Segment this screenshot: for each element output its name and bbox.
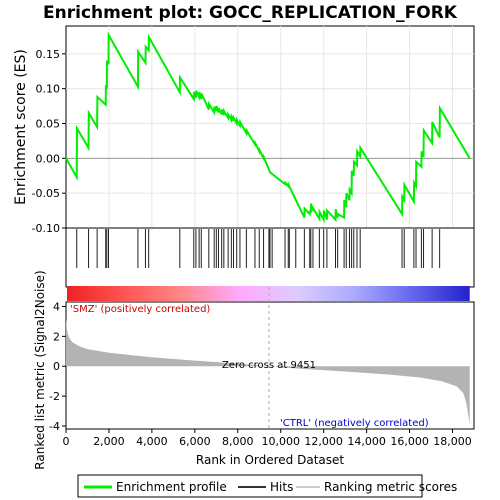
es-plot-frame — [65, 25, 475, 229]
es-y-ticks: -0.10 -0.05 0.00 0.05 0.10 0.15 — [32, 48, 66, 235]
es-y-tick-label: 0.05 — [36, 118, 61, 131]
rank-x-ticks: 0 2,000 4,000 6,000 8,000 10,000 12,000 14,000 1… — [63, 429, 472, 448]
negative-correlation-label: 'CTRL' (negatively correlated) — [280, 418, 429, 429]
legend-hits-label: Hits — [270, 480, 293, 494]
ranking-metric-area — [66, 318, 470, 425]
metric-y-tick-label: -4 — [49, 420, 60, 433]
es-y-tick-label: -0.10 — [32, 222, 60, 235]
metric-y-tick-label: 0 — [53, 360, 60, 373]
rank-x-tick-label: 14,000 — [347, 435, 386, 448]
chart-title: Enrichment plot: GOCC_REPLICATION_FORK — [43, 3, 458, 23]
positive-correlation-label: 'SMZ' (positively correlated) — [70, 304, 210, 315]
es-y-tick-label: -0.05 — [32, 187, 60, 200]
es-y-tick-label: 0.10 — [36, 83, 61, 96]
metric-y-tick-label: 4 — [53, 300, 60, 313]
es-y-tick-label: 0.00 — [36, 152, 61, 165]
es-y-tick-label: 0.15 — [36, 48, 61, 61]
rank-x-tick-label: 10,000 — [261, 435, 300, 448]
rank-x-tick-label: 4,000 — [136, 435, 168, 448]
metric-y-tick-label: 2 — [53, 330, 60, 343]
metric-y-tick-label: -2 — [49, 390, 60, 403]
rank-x-tick-label: 18,000 — [433, 435, 472, 448]
rank-heatmap-bar — [67, 286, 470, 301]
rank-x-tick-label: 16,000 — [390, 435, 429, 448]
legend-enrichment-label: Enrichment profile — [116, 480, 227, 494]
rank-x-tick-label: 12,000 — [304, 435, 343, 448]
zero-cross-label: Zero cross at 9451 — [222, 360, 316, 371]
heatmap-gradient — [67, 286, 470, 301]
es-profile-line — [65, 31, 471, 224]
rank-x-tick-label: 2,000 — [93, 435, 125, 448]
metric-y-ticks: -4 -2 0 2 4 — [49, 300, 66, 433]
legend-metric-label: Ranking metric scores — [324, 480, 457, 494]
metric-area — [66, 318, 470, 425]
rank-x-tick-label: 8,000 — [222, 435, 254, 448]
es-profile-series — [65, 31, 471, 224]
metric-y-axis-label: Ranked list metric (Signal2Noise) — [33, 270, 47, 469]
rank-x-tick-label: 6,000 — [179, 435, 211, 448]
es-y-axis-label: Enrichment score (ES) — [13, 49, 29, 205]
rank-x-tick-label: 0 — [63, 435, 70, 448]
hit-marks — [76, 229, 441, 268]
x-axis-label: Rank in Ordered Dataset — [196, 453, 344, 467]
